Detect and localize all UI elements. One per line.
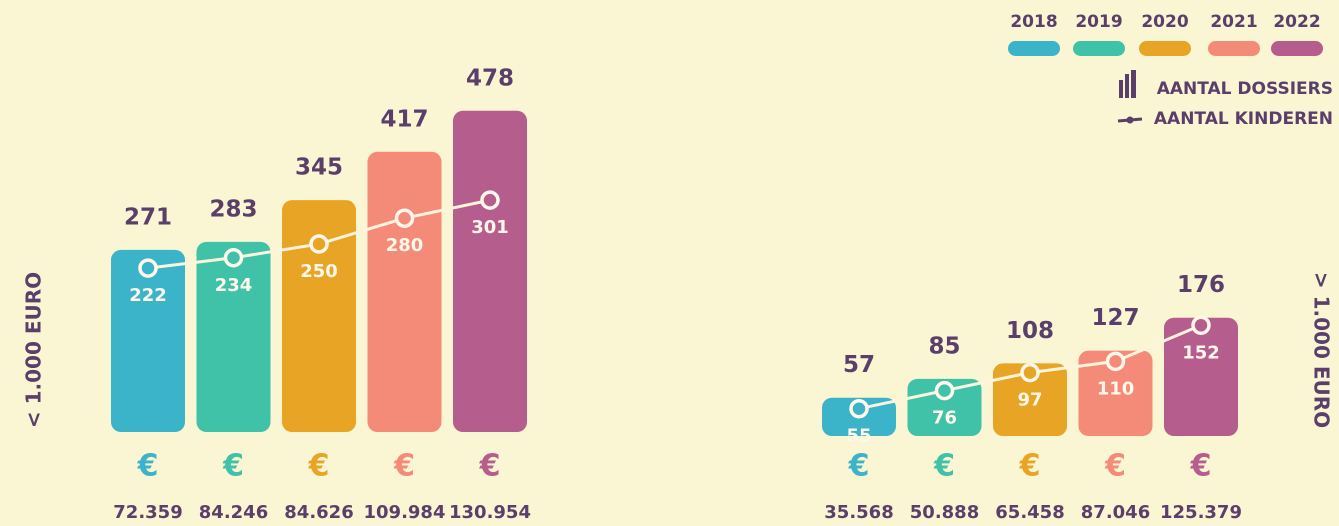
bar-value-label: 417 bbox=[380, 106, 428, 132]
line-point bbox=[223, 248, 244, 268]
amount-label: 125.379 bbox=[1160, 502, 1242, 523]
bar-value-label: 271 bbox=[124, 204, 172, 230]
line-value-label: 97 bbox=[1017, 390, 1042, 411]
bar bbox=[1164, 317, 1238, 436]
line-value-label: 280 bbox=[386, 235, 424, 256]
line-icon bbox=[1126, 116, 1134, 124]
currency-symbol: € bbox=[222, 449, 244, 484]
amount-label: 84.626 bbox=[284, 502, 353, 523]
amount-label: 35.568 bbox=[824, 502, 893, 523]
bar-value-label: 127 bbox=[1091, 305, 1139, 331]
currency-symbol: € bbox=[137, 449, 159, 484]
currency-symbol: € bbox=[1104, 449, 1126, 484]
line-value-label: 250 bbox=[300, 261, 338, 282]
legend-year: 2020 bbox=[1141, 12, 1188, 32]
legend-swatch bbox=[1208, 41, 1260, 56]
amount-label: 130.954 bbox=[449, 502, 531, 523]
line-value-label: 55 bbox=[846, 426, 871, 447]
currency-symbol: € bbox=[933, 449, 955, 484]
currency-symbol: € bbox=[1019, 449, 1041, 484]
line-point bbox=[394, 208, 415, 228]
bar-value-label: 478 bbox=[466, 65, 514, 91]
legend-bars: AANTAL DOSSIERS bbox=[1157, 79, 1333, 99]
amount-label: 109.984 bbox=[364, 502, 446, 523]
bar bbox=[993, 363, 1067, 436]
legend-year: 2021 bbox=[1210, 12, 1257, 32]
line-point bbox=[1020, 362, 1040, 383]
bar-value-label: 345 bbox=[295, 155, 343, 181]
line-point bbox=[849, 398, 869, 419]
bar-value-label: 57 bbox=[843, 352, 875, 378]
line-point bbox=[1105, 351, 1126, 372]
legend-line: AANTAL KINDEREN bbox=[1154, 109, 1333, 129]
legend-swatch bbox=[1008, 41, 1060, 56]
bar-value-label: 283 bbox=[209, 196, 257, 222]
line-value-label: 301 bbox=[471, 217, 509, 238]
bar bbox=[367, 151, 442, 432]
line-value-label: 76 bbox=[932, 408, 957, 429]
amount-label: 87.046 bbox=[1081, 502, 1150, 523]
currency-symbol: € bbox=[479, 449, 501, 484]
amount-label: 65.458 bbox=[995, 502, 1064, 523]
bar bbox=[111, 249, 185, 432]
line-value-label: 110 bbox=[1097, 378, 1135, 399]
bars-icon bbox=[1131, 70, 1136, 98]
bar bbox=[453, 110, 527, 432]
legend-swatch bbox=[1139, 41, 1191, 56]
bars-icon bbox=[1125, 74, 1129, 98]
bar bbox=[1078, 350, 1153, 436]
currency-symbol: € bbox=[308, 449, 330, 484]
line-value-label: 152 bbox=[1182, 342, 1220, 363]
line-point bbox=[934, 380, 955, 401]
legend-swatch bbox=[1073, 41, 1125, 56]
bar-value-label: 176 bbox=[1177, 272, 1225, 298]
amount-label: 72.359 bbox=[113, 502, 182, 523]
legend-year: 2019 bbox=[1075, 12, 1122, 32]
legend-year: 2022 bbox=[1273, 12, 1320, 32]
legend-swatch bbox=[1271, 41, 1323, 56]
amount-label: 50.888 bbox=[910, 502, 979, 523]
bar-value-label: 108 bbox=[1006, 318, 1054, 344]
line-point bbox=[309, 234, 329, 254]
line-point bbox=[1191, 315, 1211, 336]
bar-value-label: 85 bbox=[928, 333, 960, 359]
currency-symbol: € bbox=[393, 449, 415, 484]
line-point bbox=[138, 258, 158, 278]
bar bbox=[196, 241, 271, 432]
currency-symbol: € bbox=[1190, 449, 1212, 484]
line-point bbox=[480, 190, 500, 210]
bar bbox=[282, 200, 356, 432]
chart-title: > 1.000 EURO bbox=[1310, 272, 1334, 428]
legend-icons bbox=[1117, 70, 1143, 124]
legend-year: 2018 bbox=[1010, 12, 1057, 32]
line-value-label: 234 bbox=[215, 275, 253, 296]
chart-title: < 1.000 EURO bbox=[22, 272, 46, 428]
bars-icon bbox=[1119, 80, 1123, 98]
line-value-label: 222 bbox=[129, 285, 167, 306]
amount-label: 84.246 bbox=[199, 502, 268, 523]
currency-symbol: € bbox=[848, 449, 870, 484]
